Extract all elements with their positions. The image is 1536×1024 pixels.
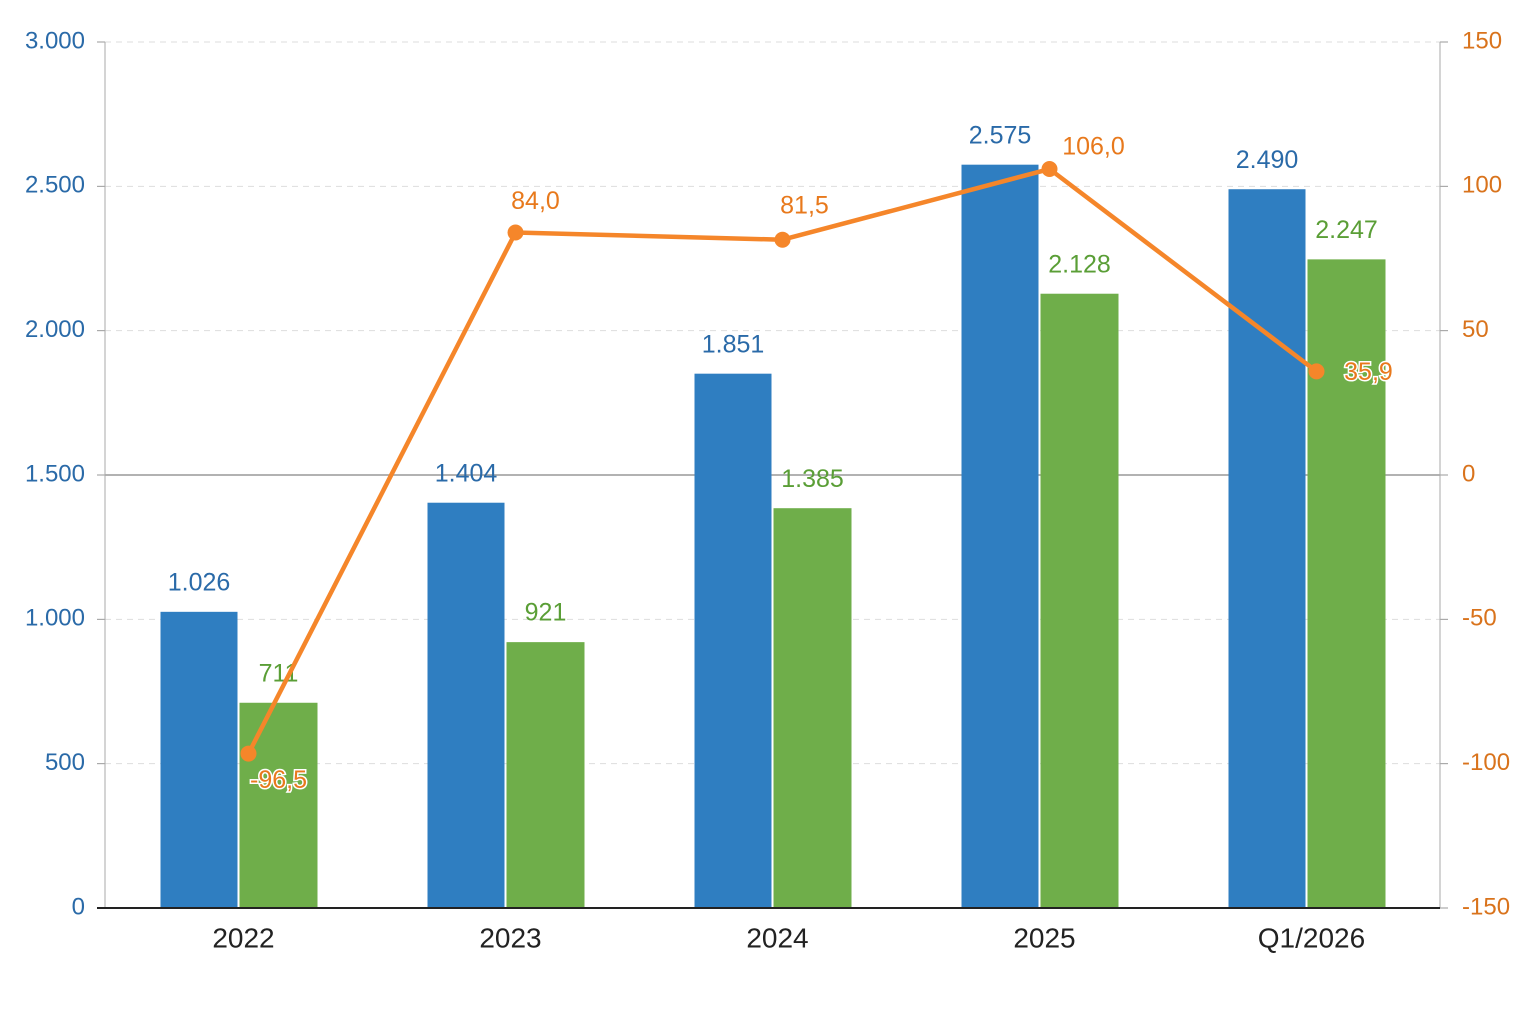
- line-point: [240, 745, 257, 762]
- bar: [239, 702, 318, 908]
- y-tick-label: 0: [72, 893, 85, 920]
- bar-value-label: 921: [525, 599, 567, 627]
- y2-tick-label: 100: [1462, 172, 1502, 199]
- bar-value-label: 2.247: [1315, 216, 1378, 244]
- y2-tick-label: 50: [1462, 316, 1489, 343]
- bar: [160, 611, 238, 908]
- y2-tick-label: 150: [1462, 27, 1502, 54]
- x-tick-label: 2023: [479, 922, 541, 953]
- bar-value-label: 1.851: [702, 330, 765, 358]
- bar: [427, 502, 505, 908]
- bar-value-label: 1.026: [168, 568, 231, 596]
- bar: [1307, 259, 1386, 909]
- y-tick-label: 3.000: [25, 27, 85, 54]
- bar: [694, 373, 772, 909]
- bar-value-label: 2.490: [1236, 146, 1299, 174]
- bar: [961, 164, 1039, 908]
- bar: [506, 642, 585, 908]
- x-tick-label: Q1/2026: [1258, 922, 1365, 953]
- line-point: [774, 231, 791, 248]
- x-tick-label: 2025: [1013, 922, 1075, 953]
- y-tick-label: 500: [45, 749, 85, 776]
- bar-value-label: 2.575: [969, 121, 1032, 149]
- bar: [773, 508, 852, 908]
- y2-tick-label: -50: [1462, 605, 1497, 632]
- line-value-label: 106,0: [1062, 133, 1125, 161]
- bar-value-label: 1.404: [435, 459, 498, 487]
- line-value-label: 84,0: [511, 187, 560, 215]
- y2-tick-label: 0: [1462, 460, 1475, 487]
- y2-tick-label: -150: [1462, 893, 1510, 920]
- bar: [1040, 293, 1119, 908]
- bar: [1228, 189, 1306, 909]
- x-tick-label: 2022: [212, 922, 274, 953]
- line-value-label: -96,5: [250, 766, 307, 794]
- x-tick-label: 2024: [746, 922, 808, 953]
- line-value-label: 35,9: [1344, 358, 1393, 386]
- bar-value-label: 2.128: [1048, 250, 1111, 278]
- y2-tick-label: -100: [1462, 749, 1510, 776]
- y-tick-label: 2.000: [25, 316, 85, 343]
- y-tick-label: 1.000: [25, 605, 85, 632]
- line-point: [507, 224, 524, 241]
- line-point: [1041, 161, 1058, 178]
- line-point: [1308, 363, 1325, 380]
- y-tick-label: 2.500: [25, 172, 85, 199]
- line-value-label: 81,5: [780, 191, 829, 219]
- bar-value-label: 1.385: [781, 465, 844, 493]
- y-tick-label: 1.500: [25, 460, 85, 487]
